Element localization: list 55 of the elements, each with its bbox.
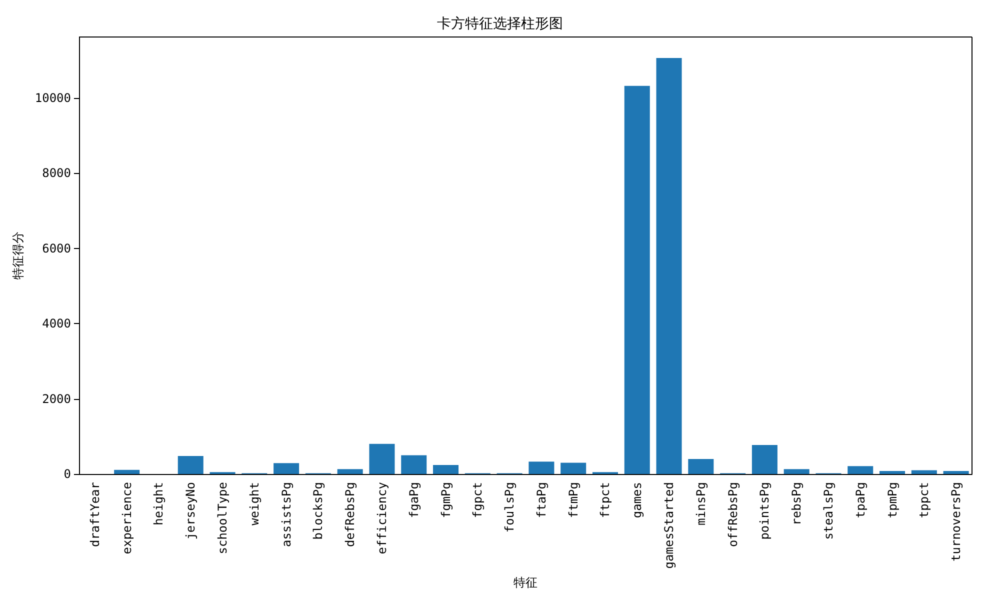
bar [178, 456, 204, 474]
x-tick-label: gamesStarted [662, 482, 676, 569]
y-axis-title: 特征得分 [10, 232, 25, 280]
x-tick-label: tpmPg [885, 482, 900, 518]
bar [337, 469, 363, 474]
y-tick-label: 10000 [34, 90, 71, 105]
bar [656, 58, 682, 474]
x-tick-label: ftpct [598, 482, 612, 518]
bar [752, 445, 778, 474]
bar [911, 470, 937, 474]
bar [848, 466, 874, 474]
x-tick-label: weight [247, 482, 262, 526]
y-tick-label: 6000 [42, 241, 71, 256]
y-tick-label: 2000 [42, 392, 71, 406]
x-tick-label: pointsPg [758, 482, 772, 540]
x-tick-label: blocksPg [311, 482, 326, 540]
x-axis-title: 特征 [514, 576, 538, 590]
bar [433, 464, 459, 474]
y-tick-label: 8000 [42, 166, 71, 180]
x-tick-label: jerseyNo [184, 482, 198, 540]
bar [560, 462, 586, 474]
x-tick-label: fgaPg [406, 482, 421, 518]
x-tick-label: tpaPg [853, 482, 868, 518]
x-tick-label: draftYear [88, 482, 102, 548]
bar [943, 470, 969, 474]
bar [880, 470, 906, 474]
x-tick-label: fgmPg [438, 482, 453, 518]
bar [784, 469, 810, 474]
y-tick-label: 0 [64, 467, 71, 481]
bar [369, 444, 395, 474]
bar [624, 86, 650, 474]
bar [688, 458, 714, 474]
x-tick-label: fgpct [470, 482, 485, 518]
x-tick-label: ftmPg [566, 482, 580, 518]
x-tick-label: ftaPg [534, 482, 548, 518]
x-tick-label: stealsPg [821, 482, 836, 540]
x-tick-label: height [152, 482, 166, 526]
x-tick-label: offRebsPg [726, 482, 740, 548]
x-tick-label: tppct [917, 482, 932, 518]
x-tick-label: experience [120, 482, 134, 554]
bar [114, 470, 140, 474]
chart-title: 卡方特征选择柱形图 [437, 16, 563, 32]
x-tick-label: games [630, 482, 644, 518]
bar [401, 455, 427, 474]
x-tick-label: schoolType [216, 482, 230, 554]
x-tick-label: defRebsPg [343, 482, 358, 548]
x-tick-label: minsPg [694, 482, 708, 526]
x-tick-label: foulsPg [502, 482, 517, 533]
y-tick-label: 4000 [42, 316, 71, 331]
x-tick-label: efficiency [374, 482, 389, 554]
x-tick-label: assistsPg [279, 482, 294, 548]
x-tick-label: rebsPg [790, 482, 804, 526]
x-tick-label: turnoversPg [949, 482, 964, 562]
bar [528, 462, 554, 474]
bar [274, 463, 300, 474]
